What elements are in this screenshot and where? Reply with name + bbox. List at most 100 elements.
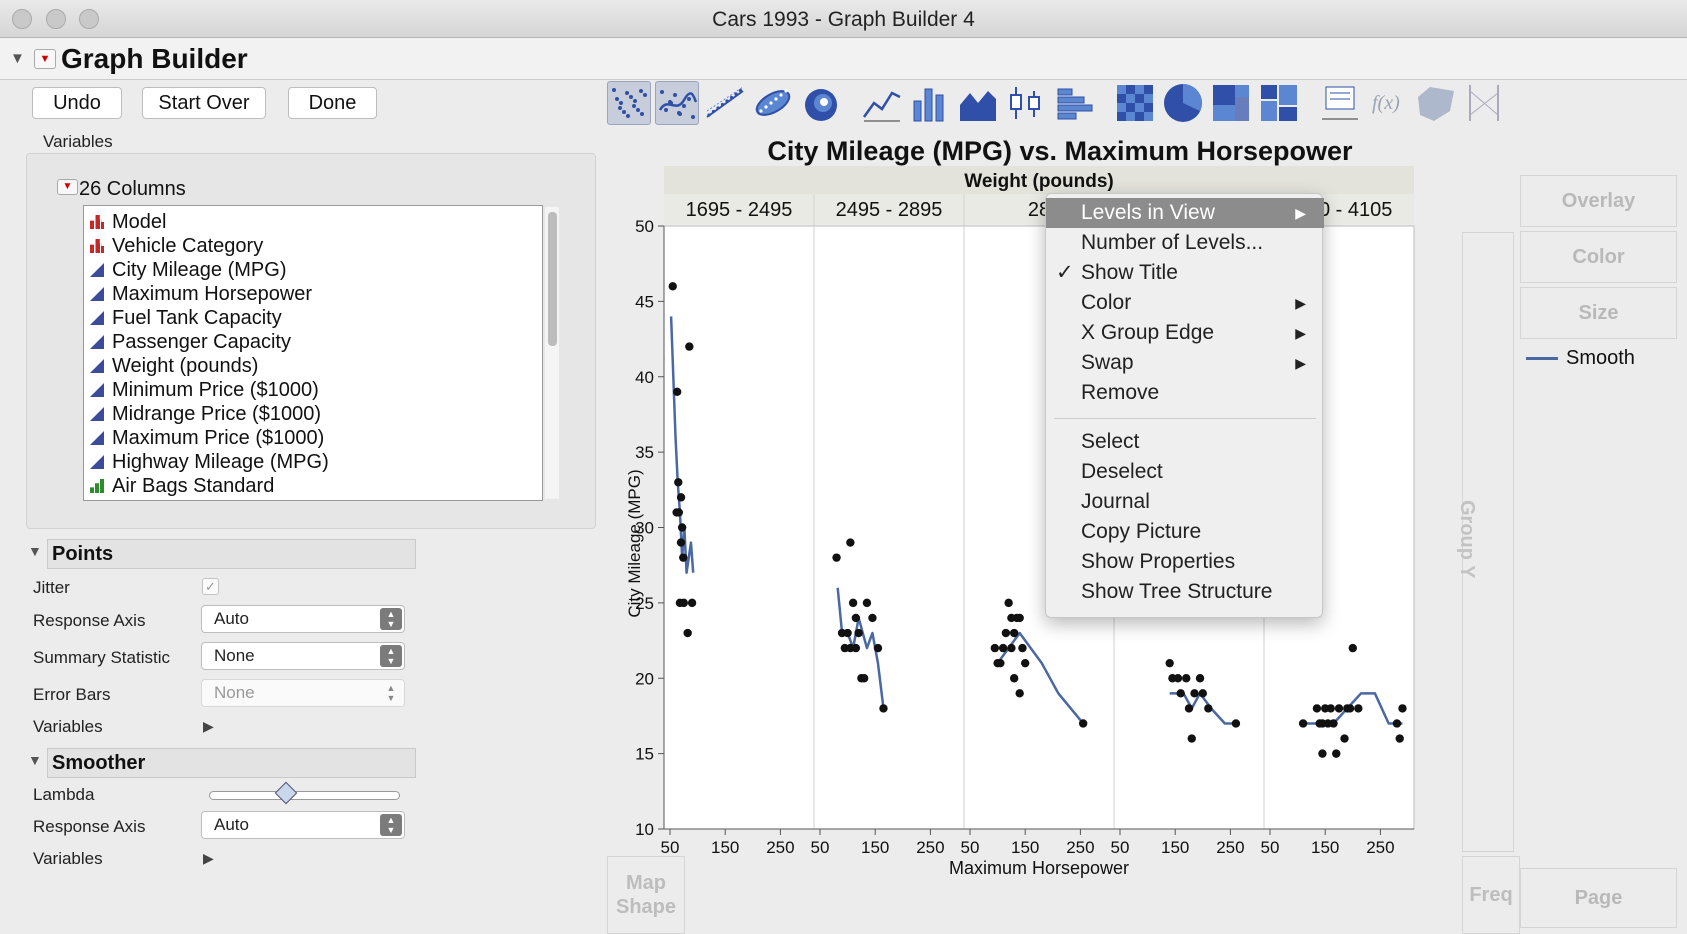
points-disclosure-icon[interactable]: ▼: [28, 543, 42, 559]
map-shape-icon[interactable]: [1414, 81, 1458, 125]
column-name: Maximum Price ($1000): [112, 426, 325, 449]
data-point: [672, 508, 681, 517]
data-point: [996, 658, 1005, 668]
bar-icon[interactable]: [908, 81, 952, 125]
column-item[interactable]: Maximum Price ($1000): [90, 426, 324, 450]
treemap-icon[interactable]: [1209, 81, 1253, 125]
menu-item-x-group-edge[interactable]: X Group Edge ▶: [1046, 318, 1324, 348]
undo-button[interactable]: Undo: [32, 87, 122, 119]
variables-label: Variables: [43, 132, 113, 151]
box-plot-icon[interactable]: [1004, 81, 1048, 125]
map-shape-drop-zone[interactable]: Map Shape: [607, 856, 685, 934]
ellipse-icon[interactable]: [751, 81, 795, 125]
smooth-line: [996, 631, 1085, 725]
data-point: [1190, 689, 1199, 698]
smoother-disclosure-icon[interactable]: ▼: [28, 752, 42, 768]
column-name: Highway Mileage (MPG): [112, 450, 329, 473]
column-list-scroll-thumb[interactable]: [548, 212, 557, 346]
jitter-label: Jitter: [33, 578, 70, 597]
parallel-axes-icon[interactable]: [1462, 81, 1506, 125]
data-point: [679, 598, 688, 608]
line-of-fit-icon[interactable]: [703, 81, 747, 125]
data-point: [868, 613, 877, 623]
histogram-icon[interactable]: [1052, 81, 1096, 125]
column-item[interactable]: Fuel Tank Capacity: [90, 306, 282, 330]
jitter-checkbox[interactable]: ✓: [202, 578, 219, 595]
points-icon[interactable]: [607, 81, 651, 125]
data-point: [674, 478, 683, 487]
menu-item-label: Levels in View: [1081, 201, 1215, 224]
data-point: [993, 658, 1002, 668]
context-menu[interactable]: Levels in View ▶ Number of Levels... ✓ Show …: [1045, 193, 1324, 618]
nominal-column-icon: [90, 215, 104, 229]
column-item[interactable]: Air Bags Standard: [90, 474, 274, 498]
group-y-drop-zone[interactable]: [1462, 232, 1514, 852]
menu-item-color[interactable]: Color ▶: [1046, 288, 1324, 318]
formula-icon[interactable]: f(x): [1366, 81, 1410, 125]
menu-item-deselect[interactable]: Deselect: [1046, 457, 1324, 487]
column-list[interactable]: Model Vehicle Category City Mileage (MPG) M…: [83, 205, 543, 501]
area-icon[interactable]: [956, 81, 1000, 125]
done-button[interactable]: Done: [288, 87, 377, 119]
columns-red-triangle-icon[interactable]: ▼: [57, 179, 78, 195]
disclosure-triangle-icon[interactable]: ▼: [10, 50, 25, 67]
column-item[interactable]: Midrange Price ($1000): [90, 402, 321, 426]
color-drop-zone[interactable]: Color: [1520, 231, 1677, 283]
smooth-line: [1169, 692, 1236, 725]
page-drop-zone[interactable]: Page: [1520, 868, 1677, 928]
size-drop-zone[interactable]: Size: [1520, 287, 1677, 339]
menu-item-levels-in-view[interactable]: Levels in View ▶: [1046, 198, 1324, 228]
data-point: [990, 643, 1000, 653]
menu-item-number-of-levels[interactable]: Number of Levels...: [1046, 228, 1324, 258]
menu-item-select[interactable]: Select: [1046, 427, 1324, 457]
column-item[interactable]: City Mileage (MPG): [90, 258, 286, 282]
menu-item-show-tree-structure[interactable]: Show Tree Structure: [1046, 577, 1324, 607]
smoother-icon[interactable]: [655, 81, 699, 125]
lambda-slider-track[interactable]: [209, 791, 400, 800]
pie-icon[interactable]: [1161, 81, 1205, 125]
legend[interactable]: Smooth: [1526, 347, 1635, 370]
column-item[interactable]: Highway Mileage (MPG): [90, 450, 329, 474]
menu-item-copy-picture[interactable]: Copy Picture: [1046, 517, 1324, 547]
column-item[interactable]: Vehicle Category: [90, 234, 263, 258]
freq-drop-zone[interactable]: Freq: [1462, 856, 1520, 934]
menu-item-show-properties[interactable]: Show Properties: [1046, 547, 1324, 577]
data-point: [1020, 658, 1030, 668]
overlay-drop-zone[interactable]: Overlay: [1520, 175, 1677, 227]
points-response-axis-select[interactable]: Auto ▲ ▼: [201, 605, 405, 633]
smoother-section[interactable]: ▼ Smoother: [26, 748, 416, 778]
start-over-button[interactable]: Start Over: [142, 87, 266, 119]
smoother-response-axis-select[interactable]: Auto ▲ ▼: [201, 811, 405, 839]
menu-item-journal[interactable]: Journal: [1046, 487, 1324, 517]
data-point: [837, 628, 847, 638]
caption-box-icon[interactable]: [1318, 81, 1362, 125]
minimize-window-icon[interactable]: [46, 9, 66, 29]
heatmap-icon[interactable]: [1113, 81, 1157, 125]
zoom-window-icon[interactable]: [79, 9, 99, 29]
response-axis-label: Response Axis: [33, 611, 146, 630]
column-item[interactable]: Model: [90, 210, 166, 234]
smooth-line: [1303, 692, 1403, 725]
red-triangle-menu-icon[interactable]: ▼: [34, 49, 56, 69]
data-point: [1187, 734, 1196, 743]
menu-item-show-title[interactable]: ✓ Show Title: [1046, 258, 1324, 288]
lambda-slider-knob[interactable]: [274, 781, 298, 805]
menu-item-swap[interactable]: Swap ▶: [1046, 348, 1324, 378]
column-item[interactable]: Weight (pounds): [90, 354, 258, 378]
column-item[interactable]: Minimum Price ($1000): [90, 378, 319, 402]
close-window-icon[interactable]: [12, 9, 32, 29]
smoother-section-title: Smoother: [47, 748, 416, 778]
points-section[interactable]: ▼ Points: [26, 539, 416, 569]
line-icon[interactable]: [860, 81, 904, 125]
contour-icon[interactable]: [799, 81, 843, 125]
smoother-variables-expand-icon[interactable]: ▶: [203, 850, 214, 866]
menu-item-label: Show Tree Structure: [1081, 580, 1273, 603]
y-tick-label: 45: [635, 292, 654, 311]
group-x-title-band[interactable]: [664, 166, 1414, 194]
points-variables-expand-icon[interactable]: ▶: [203, 718, 214, 734]
column-item[interactable]: Maximum Horsepower: [90, 282, 312, 306]
summary-statistic-select[interactable]: None ▲ ▼: [201, 642, 405, 670]
menu-item-remove[interactable]: Remove: [1046, 378, 1324, 408]
mosaic-icon[interactable]: [1257, 81, 1301, 125]
column-item[interactable]: Passenger Capacity: [90, 330, 291, 354]
